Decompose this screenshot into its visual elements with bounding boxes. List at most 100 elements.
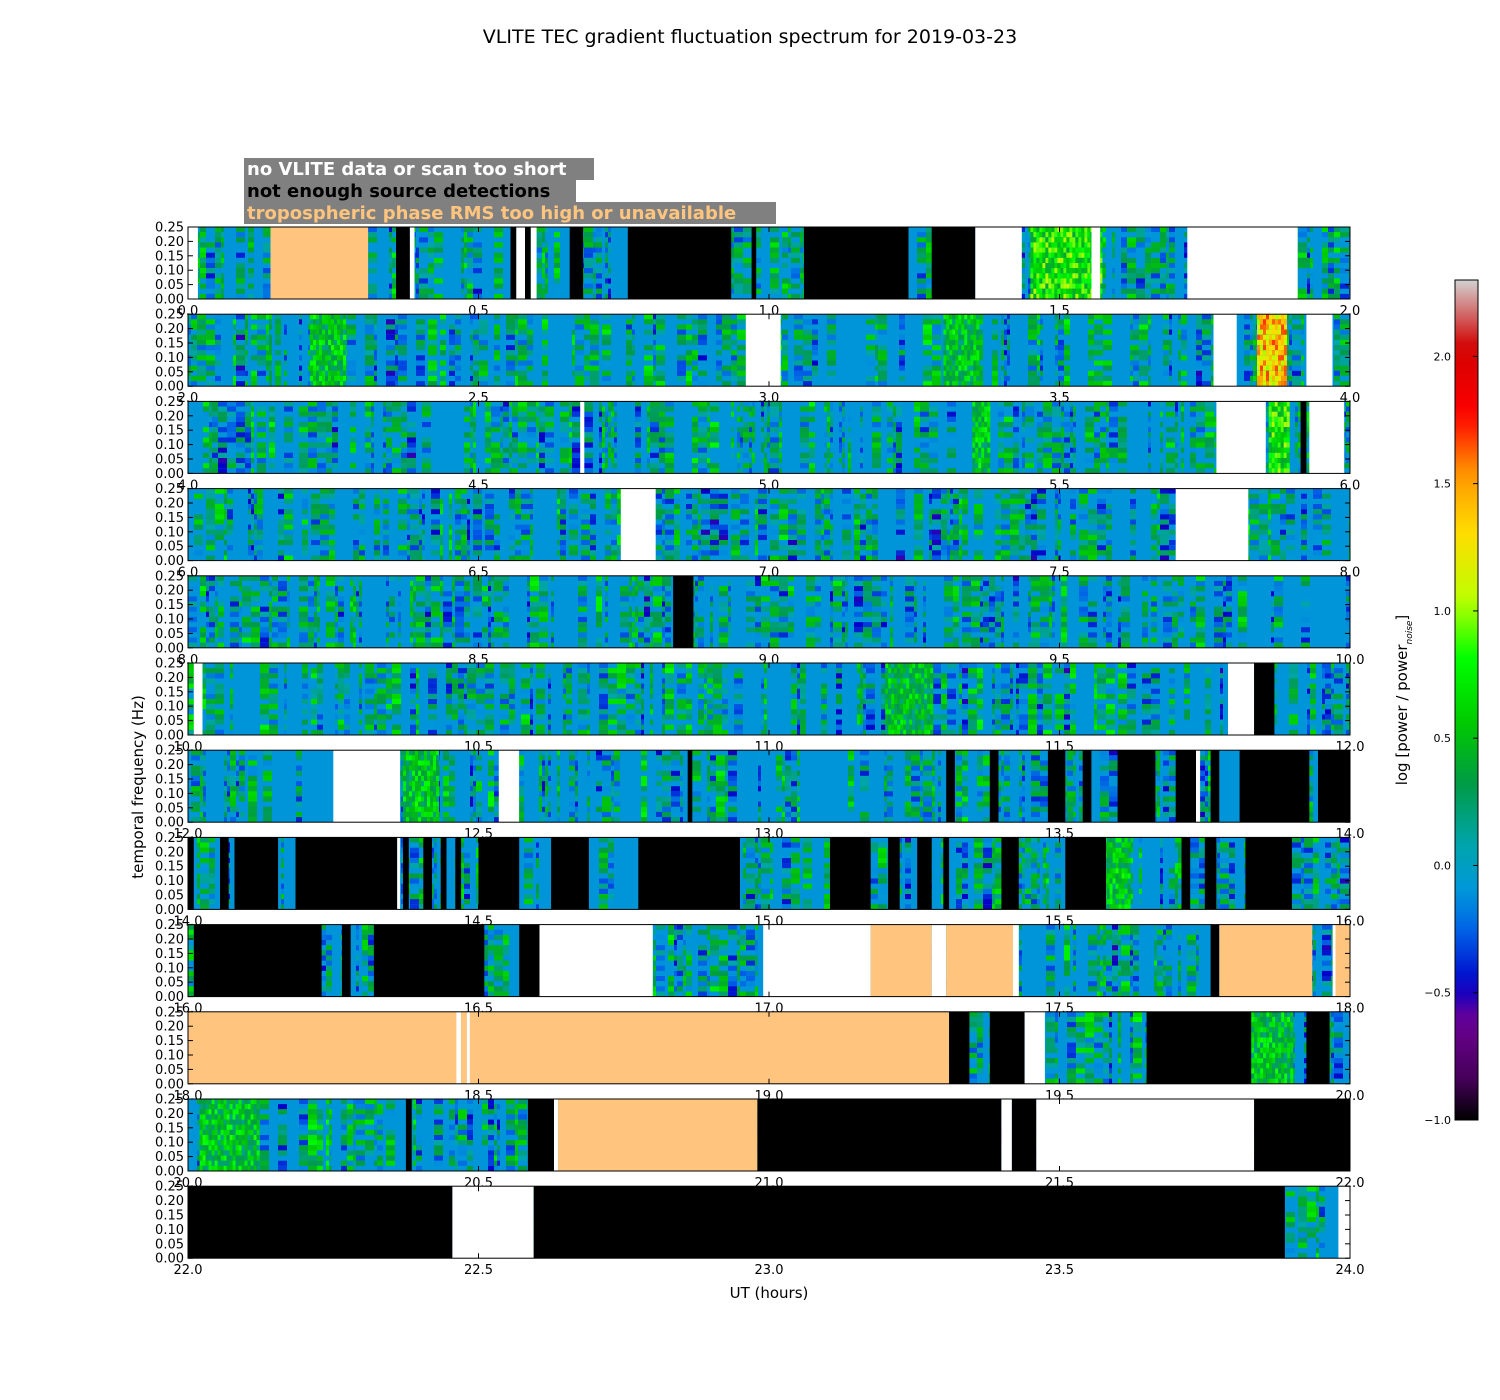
spectrum-cell [1205, 437, 1214, 443]
spectrum-cell [605, 227, 608, 233]
high-power-cell [1072, 293, 1076, 299]
spectrum-cell [1085, 458, 1094, 464]
spectrum-cell [509, 452, 512, 458]
spectrum-cell [257, 432, 266, 438]
spectrum-cell [800, 247, 803, 253]
spectrum-cell [197, 319, 206, 325]
spectrum-cell [245, 360, 248, 366]
spectrum-cell [227, 452, 236, 458]
high-power-cell [331, 375, 334, 382]
spectrum-cell [1085, 416, 1094, 422]
high-power-cell [1039, 288, 1043, 294]
spectrum-cell [572, 411, 581, 417]
spectrum-cell [635, 401, 641, 407]
high-power-cell [310, 350, 313, 356]
spectrum-cell [1040, 319, 1043, 325]
high-power-cell [316, 375, 319, 382]
spectrum-cell [1088, 334, 1094, 340]
spectrum-cell [1340, 365, 1349, 371]
spectrum-cell [527, 329, 533, 335]
high-power-cell [310, 339, 313, 346]
spectrum-cell [1340, 324, 1349, 330]
spectrum-cell [512, 447, 518, 453]
spectrum-cell [350, 411, 356, 417]
spectrum-cell [542, 293, 545, 299]
spectrum-cell [197, 324, 206, 330]
spectrum-cell [803, 365, 812, 371]
spectrum-cell [812, 365, 818, 371]
spectrum-cell [218, 416, 227, 422]
spectrum-cell [467, 247, 473, 253]
spectrum-cell [737, 427, 740, 433]
spectrum-cell [251, 339, 257, 346]
spectrum-cell [917, 283, 926, 289]
spectrum-cell [887, 416, 893, 422]
spectrum-cell [215, 324, 221, 330]
high-power-cell [958, 324, 962, 330]
spectrum-cell [464, 273, 467, 279]
spectrum-cell [485, 437, 491, 443]
high-power-cell [1036, 242, 1040, 248]
spectrum-cell [608, 452, 611, 458]
spectrum-cell [803, 319, 812, 325]
high-power-cell [964, 350, 968, 356]
spectrum-cell [434, 257, 443, 264]
spectrum-cell [416, 370, 425, 376]
high-power-cell [1263, 381, 1266, 387]
spectrum-cell [653, 334, 656, 340]
high-power-cell [331, 345, 334, 351]
spectrum-cell [518, 416, 527, 422]
high-power-cell [1081, 227, 1085, 233]
spectrum-cell [416, 365, 425, 371]
spectrum-cell [326, 437, 332, 443]
spectrum-cell [1073, 437, 1076, 443]
spectrum-cell [494, 268, 503, 274]
spectrum-cell [284, 422, 293, 428]
spectrum-cell [233, 345, 236, 351]
spectrum-cell [263, 232, 272, 238]
spectrum-cell [848, 468, 851, 474]
spectrum-cell [1253, 355, 1256, 361]
spectrum-cell [1301, 375, 1304, 382]
spectrum-cell [485, 416, 491, 422]
high-power-cell [949, 319, 953, 325]
spectrum-cell [392, 232, 398, 238]
spectrum-cell [518, 375, 527, 382]
spectrum-cell [383, 406, 386, 412]
spectrum-cell [1127, 273, 1136, 279]
high-power-cell [952, 370, 956, 376]
high-power-cell [1284, 319, 1287, 325]
spectrum-cell [515, 355, 518, 361]
spectrum-cell [1250, 329, 1253, 335]
spectrum-cell [737, 345, 746, 351]
high-power-cell [1039, 227, 1043, 233]
spectrum-cell [1181, 319, 1187, 325]
spectrum-cell [545, 401, 554, 407]
spectrum-cell [710, 427, 719, 433]
spectrum-cell [539, 432, 545, 438]
high-power-cell [343, 334, 346, 340]
spectrum-cell [440, 345, 446, 351]
spectrum-cell [326, 427, 332, 433]
high-power-cell [1084, 252, 1088, 258]
spectrum-cell [1007, 350, 1010, 356]
spectrum-cell [731, 370, 737, 376]
spectrum-cell [596, 237, 602, 243]
spectrum-cell [1340, 227, 1349, 233]
spectrum-cell [887, 452, 893, 458]
spectrum-cell [275, 329, 281, 335]
high-power-cell [316, 381, 319, 387]
spectrum-cell [569, 447, 572, 453]
spectrum-cell [1301, 319, 1304, 325]
spectrum-cell [395, 350, 398, 356]
spectrum-cell [932, 375, 941, 382]
spectrum-cell [899, 360, 905, 366]
spectrum-cell [509, 422, 512, 428]
spectrum-cell [233, 360, 236, 366]
high-power-cell [961, 365, 965, 371]
spectrum-cell [827, 319, 836, 325]
spectrum-cell [368, 227, 377, 233]
spectrum-cell [491, 458, 500, 464]
high-power-cell [1039, 263, 1043, 269]
spectrum-cell [572, 355, 575, 361]
